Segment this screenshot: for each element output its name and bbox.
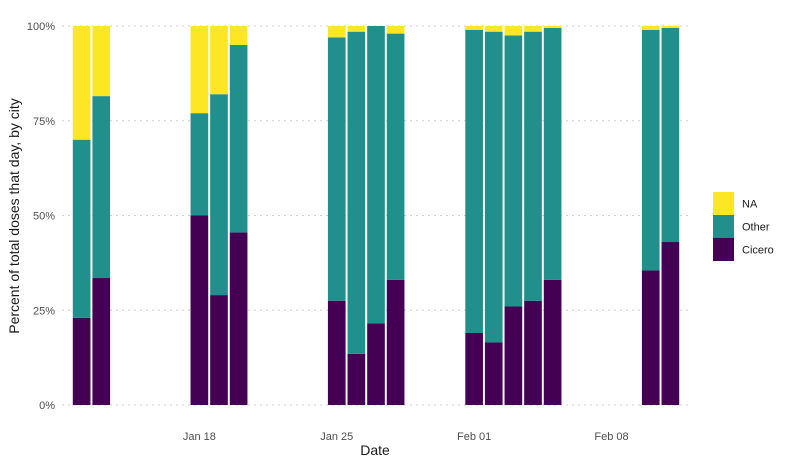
bar-segment-na bbox=[484, 26, 503, 32]
y-tick-label: 25% bbox=[33, 305, 55, 317]
x-axis-title: Date bbox=[360, 442, 390, 458]
bar-segment-cicero bbox=[347, 353, 366, 405]
bar-stack bbox=[347, 26, 366, 405]
bar-segment-na bbox=[641, 26, 660, 30]
x-tick-label: Feb 01 bbox=[457, 431, 491, 443]
bar-stack bbox=[72, 26, 91, 405]
bar-segment-cicero bbox=[543, 279, 562, 405]
bar-stack bbox=[92, 26, 111, 405]
bar-segment-other bbox=[543, 27, 562, 280]
bar-stack bbox=[367, 26, 385, 405]
bar-segment-na bbox=[327, 26, 346, 38]
legend: NA Other Cicero bbox=[713, 192, 774, 261]
bar-segment-na bbox=[524, 26, 542, 32]
bar-stack bbox=[465, 26, 483, 405]
bar-segment-other bbox=[210, 94, 228, 296]
legend-swatch-other bbox=[713, 215, 734, 238]
x-tick-label: Feb 08 bbox=[594, 431, 628, 443]
bar-segment-na bbox=[210, 26, 228, 95]
bar-stack bbox=[484, 26, 503, 405]
bar-stack bbox=[210, 26, 228, 405]
legend-label-cicero: Cicero bbox=[742, 245, 774, 257]
bar-segment-other bbox=[327, 37, 346, 301]
bar-segment-na bbox=[229, 26, 248, 45]
bar-segment-cicero bbox=[210, 295, 228, 405]
legend-label-na: NA bbox=[742, 199, 758, 211]
bar-stack bbox=[543, 26, 562, 405]
bar-segment-cicero bbox=[641, 270, 660, 405]
bar-segment-na bbox=[190, 26, 209, 114]
bar-segment-cicero bbox=[229, 232, 248, 405]
x-tick-label: Jan 18 bbox=[183, 431, 216, 443]
bars-layer bbox=[72, 26, 680, 405]
bar-segment-other bbox=[367, 26, 385, 324]
bar-stack bbox=[386, 26, 405, 405]
bar-segment-na bbox=[661, 26, 680, 28]
x-tick-label: Jan 25 bbox=[320, 431, 353, 443]
bar-segment-cicero bbox=[504, 306, 523, 405]
bar-segment-other bbox=[524, 31, 542, 301]
bar-stack bbox=[504, 26, 523, 405]
bar-segment-na bbox=[347, 26, 366, 32]
y-axis-title: Percent of total doses that day, by city bbox=[6, 98, 22, 334]
bar-stack bbox=[641, 26, 660, 405]
bar-segment-other bbox=[347, 31, 366, 354]
bar-stack bbox=[327, 26, 346, 405]
y-tick-label: 50% bbox=[33, 211, 55, 223]
legend-swatch-cicero bbox=[713, 238, 734, 261]
bar-segment-other bbox=[386, 33, 405, 280]
bar-segment-cicero bbox=[661, 242, 680, 405]
legend-label-other: Other bbox=[742, 222, 770, 234]
bar-segment-na bbox=[72, 26, 91, 140]
bar-segment-other bbox=[72, 139, 91, 318]
legend-swatch-na bbox=[713, 192, 734, 215]
bar-segment-other bbox=[504, 35, 523, 307]
bar-segment-cicero bbox=[484, 342, 503, 405]
bar-segment-cicero bbox=[72, 317, 91, 405]
bar-segment-cicero bbox=[367, 323, 385, 405]
bar-segment-other bbox=[465, 29, 483, 333]
bar-segment-cicero bbox=[524, 300, 542, 405]
bar-stack bbox=[661, 26, 680, 405]
bar-segment-other bbox=[229, 44, 248, 233]
bar-segment-cicero bbox=[92, 278, 111, 405]
bar-segment-cicero bbox=[386, 279, 405, 405]
bar-segment-na bbox=[543, 26, 562, 28]
bar-segment-na bbox=[92, 26, 111, 97]
bar-segment-cicero bbox=[327, 300, 346, 405]
y-tick-label: 100% bbox=[27, 21, 55, 33]
x-axis-ticks: Jan 18 Jan 25 Feb 01 Feb 08 bbox=[183, 431, 629, 443]
bar-stack bbox=[229, 26, 248, 405]
bar-stack bbox=[190, 26, 209, 405]
bar-segment-cicero bbox=[465, 332, 483, 405]
y-tick-label: 0% bbox=[39, 400, 55, 412]
bar-stack bbox=[524, 26, 542, 405]
bar-segment-na bbox=[465, 26, 483, 30]
bar-segment-na bbox=[386, 26, 405, 34]
y-tick-label: 75% bbox=[33, 116, 55, 128]
bar-segment-other bbox=[190, 113, 209, 216]
y-axis-ticks: 0% 25% 50% 75% 100% bbox=[27, 21, 55, 412]
bar-segment-na bbox=[504, 26, 523, 36]
bar-segment-cicero bbox=[190, 215, 209, 405]
bar-segment-other bbox=[661, 27, 680, 243]
bar-segment-other bbox=[641, 29, 660, 271]
bar-segment-other bbox=[484, 31, 503, 343]
bar-segment-other bbox=[92, 96, 111, 279]
